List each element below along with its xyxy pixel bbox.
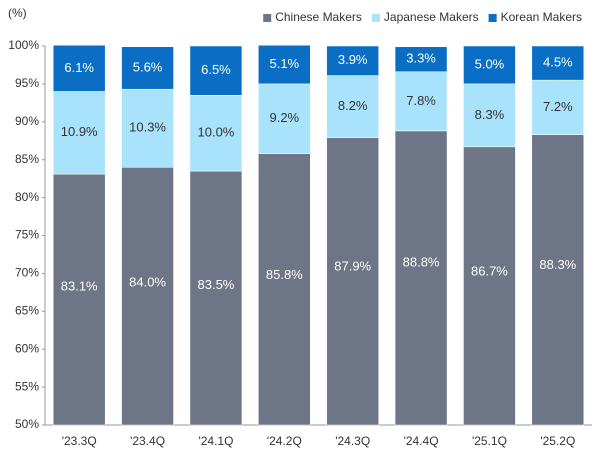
data-label: 3.9% bbox=[338, 52, 368, 67]
bar-segment bbox=[189, 95, 243, 172]
data-label: 7.8% bbox=[406, 93, 436, 108]
legend-swatch bbox=[263, 14, 272, 22]
data-label: 8.2% bbox=[338, 98, 368, 113]
data-label: 10.3% bbox=[129, 120, 166, 135]
bar-segment bbox=[52, 173, 106, 426]
bar-segment bbox=[258, 153, 311, 426]
x-tick-label: '25.2Q bbox=[540, 434, 575, 448]
data-label: 87.9% bbox=[334, 258, 371, 273]
data-label: 88.3% bbox=[539, 257, 576, 272]
y-tick-label: 100% bbox=[8, 38, 39, 52]
bar-segment bbox=[52, 91, 106, 175]
data-label: 84.0% bbox=[129, 275, 166, 290]
y-tick-label: 70% bbox=[15, 266, 39, 280]
x-tick-label: '23.3Q bbox=[62, 434, 97, 448]
data-label: 5.6% bbox=[133, 59, 163, 74]
bar-segment bbox=[121, 88, 174, 168]
bar-segment bbox=[394, 46, 448, 73]
data-label: 9.2% bbox=[269, 110, 299, 125]
data-label: 86.7% bbox=[471, 263, 508, 278]
bar-segment bbox=[258, 44, 311, 85]
y-tick-label: 95% bbox=[15, 76, 39, 90]
bar-segment bbox=[531, 134, 585, 426]
y-tick-label: 75% bbox=[15, 228, 39, 242]
bar-segment bbox=[463, 45, 516, 85]
bar-segment bbox=[52, 44, 106, 92]
x-tick-label: '23.4Q bbox=[130, 434, 165, 448]
data-label: 8.3% bbox=[475, 107, 505, 122]
bar-segment bbox=[326, 75, 379, 138]
data-label: 83.5% bbox=[198, 277, 235, 292]
x-tick-label: '24.2Q bbox=[267, 434, 302, 448]
x-tick-label: '24.4Q bbox=[404, 434, 439, 448]
y-tick-label: 55% bbox=[15, 379, 39, 393]
legend-label: Japanese Makers bbox=[384, 10, 479, 24]
data-label: 3.3% bbox=[406, 51, 436, 66]
data-label: 6.1% bbox=[64, 60, 94, 75]
y-tick-label: 50% bbox=[15, 417, 39, 431]
data-label: 83.1% bbox=[61, 278, 98, 293]
x-tick-label: '24.1Q bbox=[198, 434, 233, 448]
bar-segment bbox=[258, 83, 311, 154]
bar-segment bbox=[121, 167, 174, 426]
data-label: 10.9% bbox=[61, 124, 98, 139]
bar-segment bbox=[326, 137, 379, 426]
y-axis-title: (%) bbox=[8, 6, 27, 20]
data-label: 5.0% bbox=[475, 56, 505, 71]
y-tick-label: 80% bbox=[15, 190, 39, 204]
y-tick-label: 60% bbox=[15, 341, 39, 355]
bar-segment bbox=[189, 170, 243, 426]
bar-segment bbox=[189, 45, 243, 96]
bar-segment bbox=[463, 83, 516, 148]
y-tick-label: 65% bbox=[15, 303, 39, 317]
x-tick-label: '25.1Q bbox=[472, 434, 507, 448]
data-label: 5.1% bbox=[269, 56, 299, 71]
data-label: 88.8% bbox=[403, 255, 440, 270]
data-label: 7.2% bbox=[543, 99, 573, 114]
legend-label: Korean Makers bbox=[501, 10, 582, 24]
y-tick-label: 90% bbox=[15, 114, 39, 128]
bar-segment bbox=[531, 79, 585, 135]
bar-segment bbox=[394, 130, 448, 426]
bar-segment bbox=[463, 146, 516, 426]
data-label: 10.0% bbox=[198, 125, 235, 140]
x-tick-label: '24.3Q bbox=[335, 434, 370, 448]
data-label: 85.8% bbox=[266, 267, 303, 282]
bar-segment bbox=[326, 45, 379, 76]
bar-segment bbox=[531, 45, 585, 81]
legend-swatch bbox=[371, 14, 380, 22]
legend-label: Chinese Makers bbox=[275, 10, 362, 24]
data-label: 4.5% bbox=[543, 54, 573, 69]
data-label: 6.5% bbox=[201, 62, 231, 77]
bar-segment bbox=[121, 46, 174, 90]
legend-swatch bbox=[488, 14, 497, 22]
y-tick-label: 85% bbox=[15, 152, 39, 166]
